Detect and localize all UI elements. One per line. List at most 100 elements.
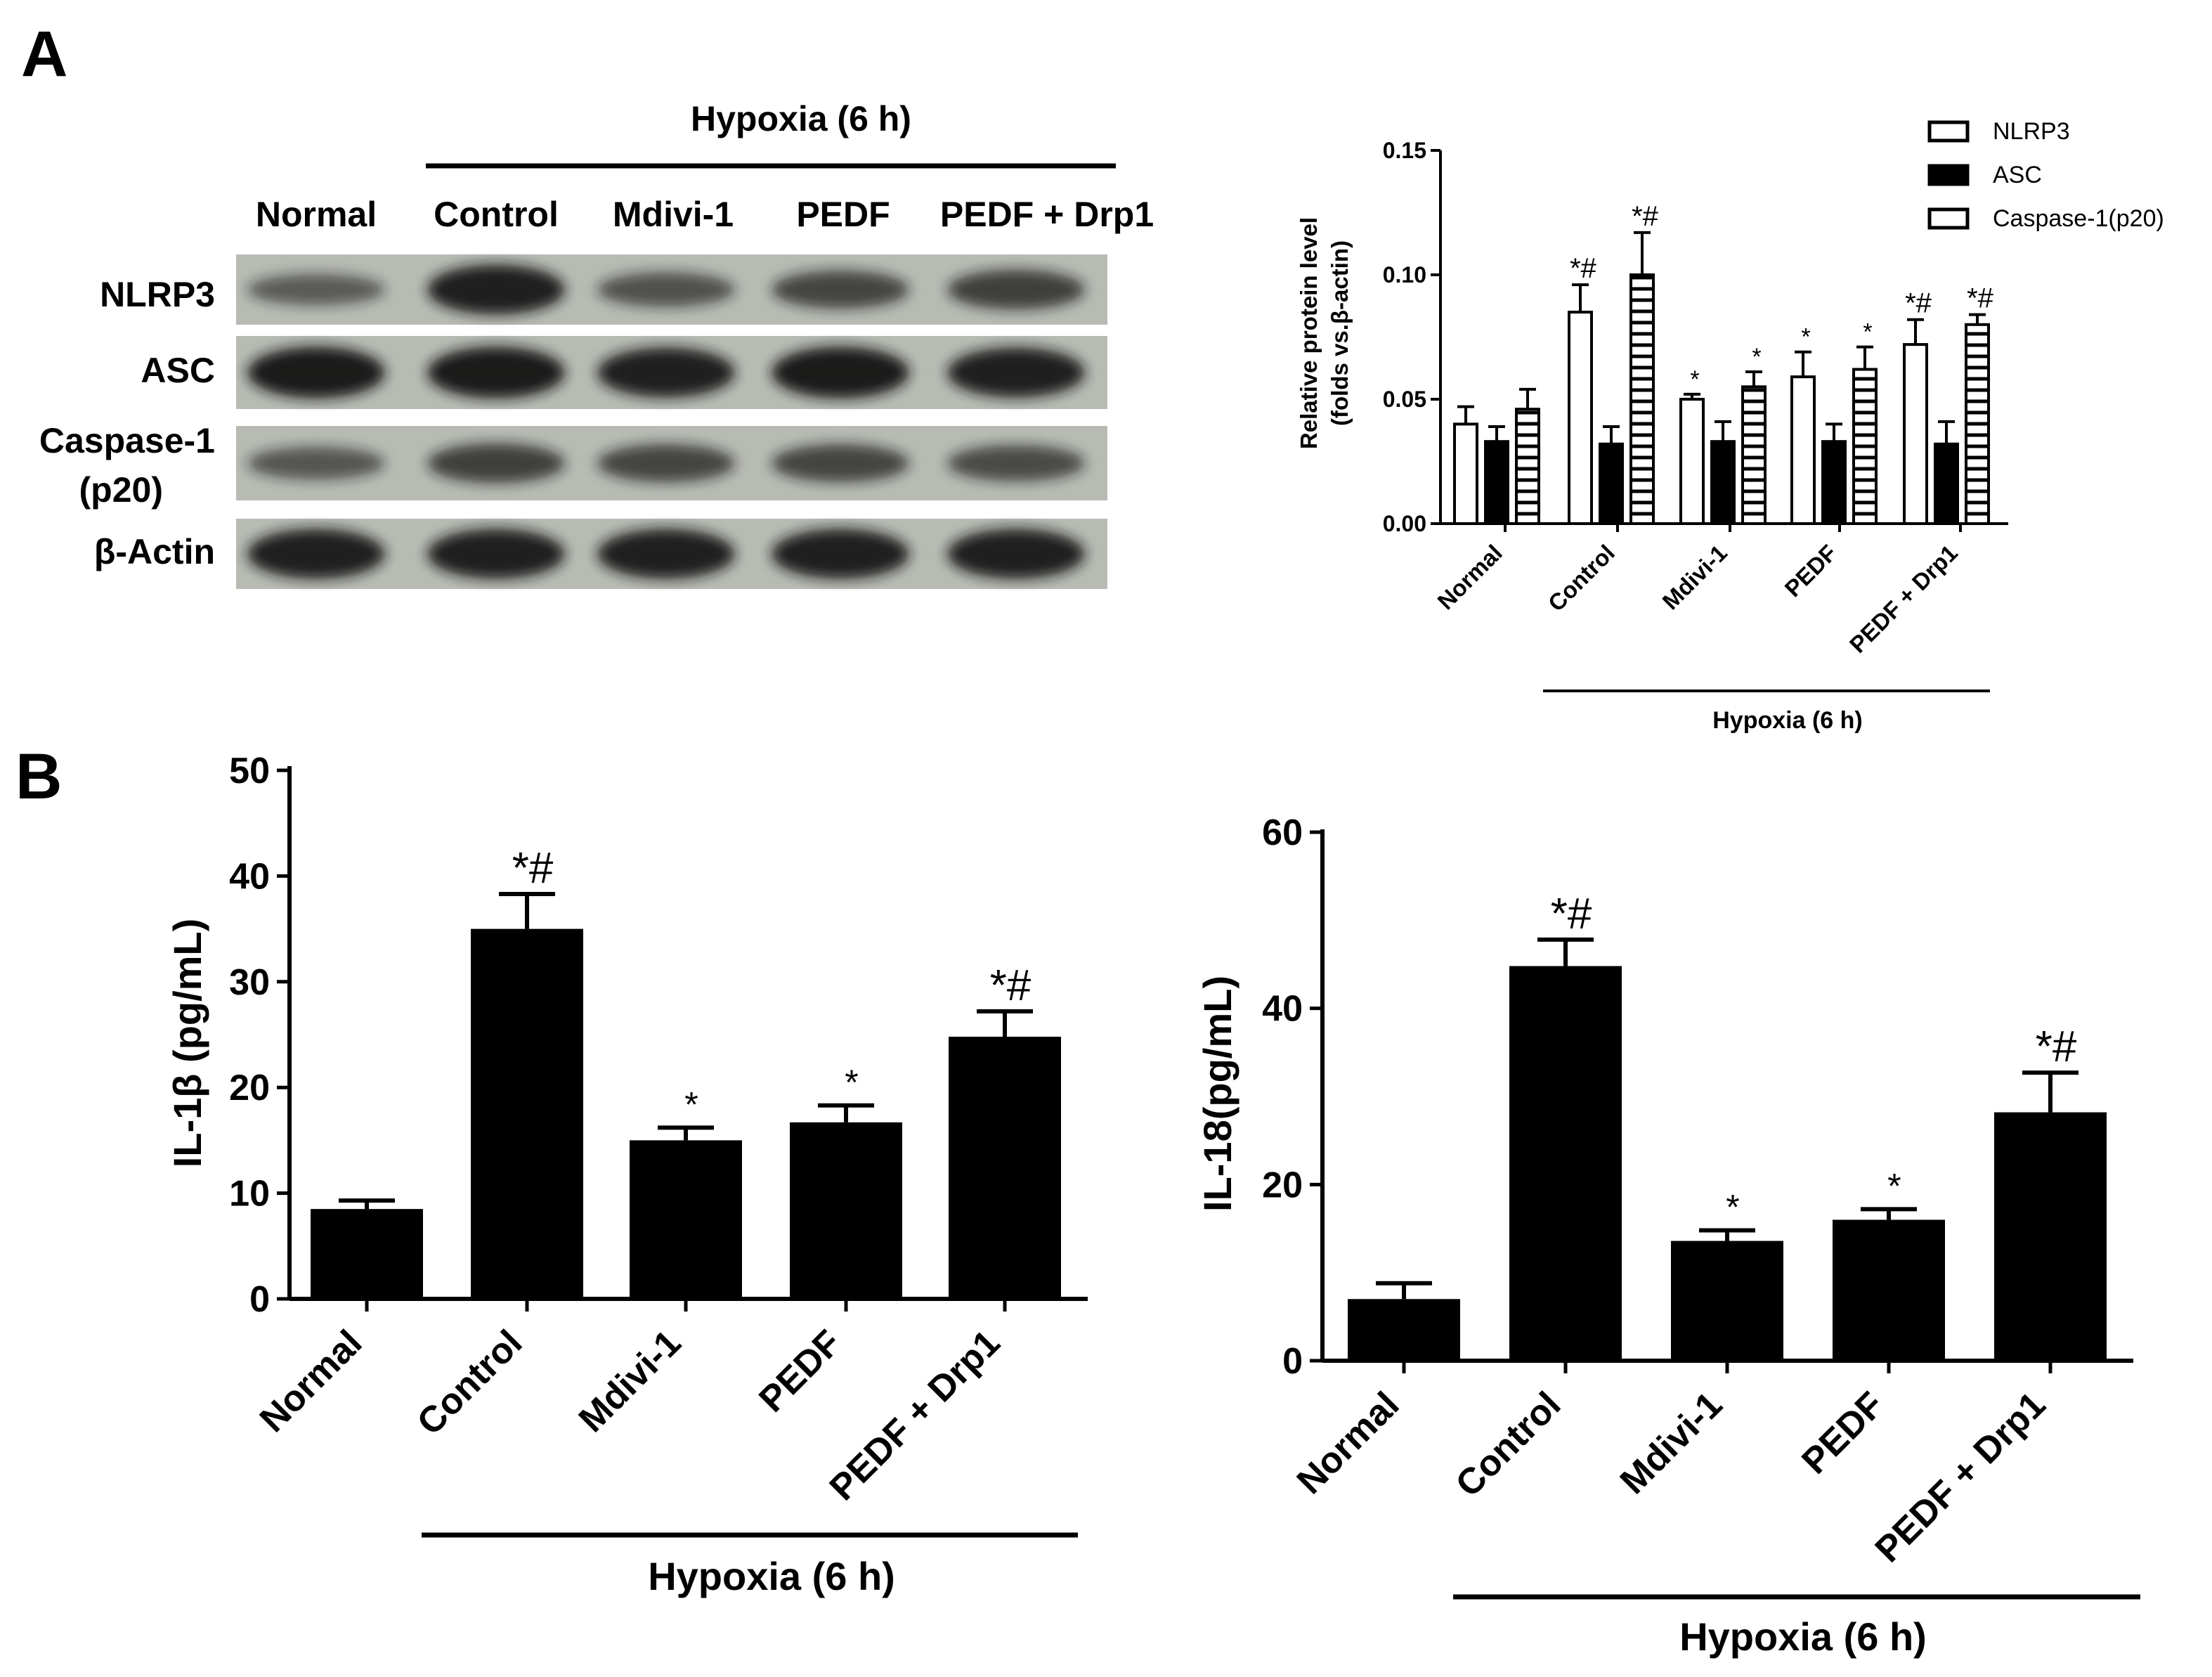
il1b-bar-pedf: * — [790, 1063, 902, 1299]
blot-band — [772, 270, 909, 309]
western-blot: Hypoxia (6 h) Normal Control Mdivi-1 PEDF PE… — [39, 99, 1154, 589]
blot-row-label: Caspase-1 — [39, 421, 215, 460]
il18-bar-normal — [1348, 1281, 1460, 1361]
il1b-y-ticks: 0 10 20 30 40 50 — [229, 751, 289, 1320]
protein-bar — [1568, 311, 1593, 525]
il18-bar-pedf: * — [1833, 1166, 1945, 1361]
protein-legend-label-caspase-1-p20: Caspase-1(p20) — [1993, 205, 2164, 232]
protein-bar — [1821, 440, 1847, 525]
protein-significance: *# — [1570, 253, 1597, 284]
protein-y-ticks: 0.00 0.05 0.10 0.15 — [1383, 138, 1440, 536]
protein-y-tick-label: 0.10 — [1383, 262, 1426, 287]
blot-band — [597, 443, 735, 483]
il1b-x-label-pedf-drp1: PEDF + Drp1 — [822, 1322, 1008, 1508]
il18-bars: *# * * *# — [1348, 890, 2107, 1361]
il18-bar — [1509, 966, 1622, 1361]
il18-chart: IL-18(pg/mL) 0 20 40 60 *# * * *# Normal Contro… — [1195, 812, 2140, 1659]
blot-band — [597, 272, 735, 307]
il1b-bar-control: *# — [471, 844, 583, 1299]
protein-bar — [1484, 440, 1509, 525]
il1b-chart: IL-1β (pg/mL) 0 10 20 30 40 50 *# * * *# Normal C… — [165, 751, 1088, 1598]
protein-bar-asc-control — [1599, 425, 1624, 525]
blot-band — [427, 529, 565, 579]
blot-lane-label-pedf: PEDF — [796, 195, 890, 234]
protein-bar — [1710, 440, 1736, 525]
blot-band — [247, 446, 385, 480]
protein-bar — [1934, 442, 1959, 525]
protein-bar-asc-pedf-drp1 — [1934, 420, 1959, 525]
protein-y-tick-label: 0.00 — [1383, 511, 1426, 536]
il1b-bar-mdivi-1: * — [630, 1084, 742, 1299]
il18-group-label: Hypoxia (6 h) — [1679, 1614, 1927, 1659]
il18-significance: * — [1887, 1166, 1901, 1205]
il18-x-label-mdivi-1: Mdivi-1 — [1613, 1384, 1731, 1502]
protein-bar — [1903, 343, 1928, 525]
il1b-bar-normal — [311, 1198, 423, 1299]
blot-lane-label-normal: Normal — [256, 195, 377, 234]
il1b-bar — [790, 1122, 902, 1299]
protein-bar-caspase-1-p20-pedf-drp1: *# — [1965, 283, 1994, 525]
protein-x-label-pedf: PEDF — [1780, 540, 1842, 602]
il18-y-tick-label: 40 — [1262, 989, 1303, 1030]
protein-bar-nlrp3-pedf: * — [1790, 324, 1816, 526]
blot-band — [947, 529, 1085, 579]
il18-bar-mdivi-1: * — [1671, 1188, 1783, 1361]
blot-row-label: NLRP3 — [100, 275, 215, 314]
blot-rows: NLRP3 ASC Caspase-1 (p20) β-Actin — [39, 254, 1107, 589]
protein-level-chart: Relative protein level (folds vs.β-actin… — [1296, 118, 2164, 734]
protein-x-label-pedf-drp1: PEDF + Drp1 — [1845, 540, 1963, 658]
protein-bar — [1453, 422, 1478, 526]
protein-significance: *# — [1967, 283, 1994, 314]
protein-bar-nlrp3-control: *# — [1568, 253, 1597, 525]
blot-band — [247, 273, 385, 306]
il18-ylabel: IL-18(pg/mL) — [1195, 976, 1240, 1212]
il18-significance: * — [1726, 1188, 1739, 1227]
il1b-y-tick-label: 30 — [229, 962, 270, 1003]
protein-legend: NLRP3 ASC Caspase-1(p20) — [1927, 118, 2164, 232]
blot-band — [597, 347, 735, 398]
il1b-group-label: Hypoxia (6 h) — [648, 1554, 895, 1598]
protein-significance: *# — [1632, 201, 1659, 232]
il18-x-label-pedf: PEDF — [1794, 1384, 1892, 1482]
il1b-significance: * — [845, 1063, 858, 1102]
il1b-y-tick-label: 40 — [229, 856, 270, 897]
protein-legend-swatch — [1927, 164, 1970, 186]
protein-bar-caspase-1-p20-mdivi-1: * — [1741, 344, 1767, 525]
il1b-y-tick-label: 20 — [229, 1068, 270, 1108]
il18-y-ticks: 0 20 40 60 — [1262, 812, 1322, 1382]
il18-bar-pedf-drp1: *# — [1994, 1023, 2107, 1361]
protein-bar — [1515, 408, 1540, 525]
blot-band — [427, 264, 565, 315]
il1b-significance: *# — [990, 961, 1032, 1010]
blot-band — [247, 347, 385, 399]
protein-significance: * — [1690, 366, 1699, 393]
protein-bar-asc-mdivi-1 — [1710, 420, 1736, 525]
protein-legend-label-nlrp3: NLRP3 — [1993, 118, 2070, 145]
blot-row-label-line2: (p20) — [79, 470, 163, 510]
il18-significance: *# — [2036, 1023, 2077, 1071]
il1b-x-label-pedf: PEDF — [751, 1322, 849, 1420]
protein-bar-caspase-1-p20-pedf: * — [1852, 319, 1878, 526]
protein-y-tick-label: 0.05 — [1383, 387, 1426, 412]
protein-bar — [1599, 442, 1624, 525]
il1b-x-label-normal: Normal — [252, 1322, 370, 1440]
protein-bar — [1790, 375, 1816, 526]
blot-row-caspase-1: Caspase-1 (p20) — [39, 421, 1107, 510]
protein-bar-asc-normal — [1484, 425, 1509, 525]
il1b-bar — [471, 928, 583, 1299]
blot-band — [947, 269, 1085, 310]
protein-significance: * — [1801, 324, 1810, 351]
blot-band — [772, 443, 909, 483]
blot-band — [597, 529, 735, 579]
il18-y-tick-label: 60 — [1262, 812, 1303, 853]
protein-significance: * — [1863, 319, 1872, 346]
protein-x-label-mdivi-1: Mdivi-1 — [1657, 540, 1732, 615]
protein-x-labels: Normal Control Mdivi-1 PEDF PEDF + Drp1 — [1432, 524, 1963, 658]
protein-bar-nlrp3-normal — [1453, 405, 1478, 526]
protein-x-label-control: Control — [1543, 540, 1620, 616]
il18-x-label-normal: Normal — [1289, 1384, 1407, 1502]
protein-y-tick-label: 0.15 — [1383, 138, 1426, 163]
il1b-bar — [311, 1209, 423, 1299]
protein-x-label-normal: Normal — [1432, 540, 1507, 615]
